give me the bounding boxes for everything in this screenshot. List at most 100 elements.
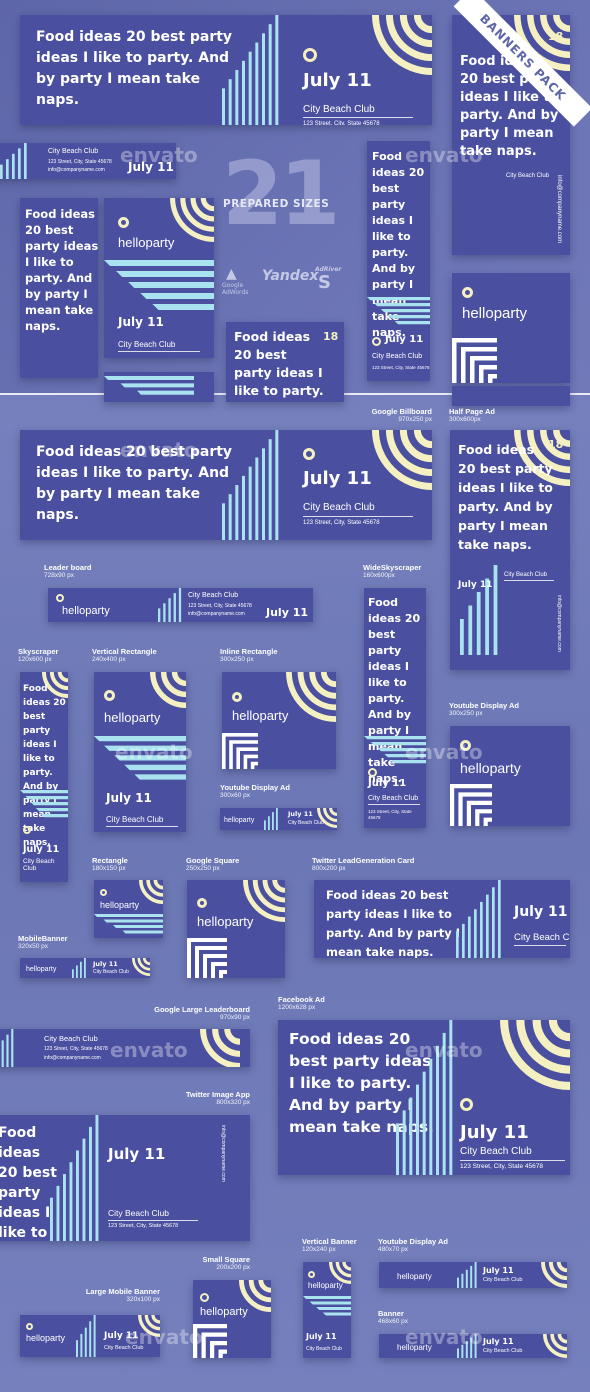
stripe-bars-graphic (396, 1020, 453, 1175)
event-date: July 11 (385, 334, 424, 345)
brand-name: helloparty (100, 900, 140, 910)
venue-name: City Beach Club (303, 104, 375, 115)
leader-board-banner: helloparty City Beach Club 123 Street, C… (48, 588, 313, 622)
diagonal-stripes-graphic (303, 1296, 351, 1316)
size-label: Skyscraper 120x600 px (18, 647, 59, 663)
stripe-bars-graphic (0, 143, 27, 179)
venue-name: City Beach Club (303, 502, 375, 513)
venue-name: City Beach Club (306, 1346, 342, 1352)
diagonal-stripes-graphic (20, 790, 68, 818)
event-date: July 11 (303, 70, 372, 91)
concentric-arcs-graphic (500, 1020, 570, 1090)
divider-line (303, 516, 413, 517)
event-date: July 11 (118, 315, 164, 329)
venue-name: City Beach Club (106, 815, 164, 824)
event-date: July 11 (266, 606, 309, 619)
stripe-bars-graphic (264, 808, 278, 830)
concentric-arcs-graphic (138, 1315, 160, 1337)
venue-name: City Beach Club (368, 795, 419, 802)
circle-icon (460, 740, 471, 751)
venue-address: 123 Street, City, State 45678 (44, 1046, 108, 1052)
brand-name: helloparty (62, 605, 110, 617)
google-large-leaderboard-banner: City Beach Club 123 Street, City, State … (0, 1029, 250, 1067)
rectangle-banner: helloparty (94, 880, 163, 938)
twitter-image-app-banner: Food ideas 20 best party ideas I like to… (0, 1115, 250, 1241)
email: info@companyname.com (188, 611, 245, 617)
concentric-arcs-graphic (372, 15, 432, 75)
stripe-bars-graphic (460, 565, 498, 655)
size-label: Google Billboard 970x250 px (371, 407, 432, 423)
venue-name: City Beach Club (118, 340, 176, 349)
inline-rectangle-banner: helloparty (222, 672, 336, 769)
diagonal-stripes-graphic (104, 376, 194, 395)
email: info@companyname.com (48, 167, 105, 173)
size-label: Google Large Leaderboard 970x90 px (154, 1005, 250, 1021)
circle-icon (232, 692, 242, 702)
size-label: Youtube Display Ad 480x70 px (378, 1237, 449, 1253)
size-label: Facebook Ad 1200x628 px (278, 995, 325, 1011)
brand-name: helloparty (104, 710, 161, 725)
concentric-arcs-graphic (543, 1334, 567, 1358)
concentric-arcs-graphic (513, 430, 570, 487)
circle-icon (26, 1323, 33, 1330)
stripe-bars-graphic (222, 430, 279, 540)
size-label: Inline Rectangle 300x250 px (220, 647, 278, 663)
youtube-display-ad-wide-banner: helloparty July 11 City Beach Club (379, 1262, 567, 1288)
circle-icon (368, 768, 377, 777)
event-date: July 11 (483, 1266, 514, 1275)
corner-stripes-graphic (193, 1324, 227, 1358)
circle-icon (104, 690, 115, 701)
headline: Food ideas 20 best party ideas I like to… (23, 684, 66, 848)
venue-address: 123 Street, City, State 45678 (303, 520, 380, 526)
stripe-bars-graphic (1, 1029, 14, 1067)
divider-line (368, 804, 420, 805)
size-label: Leader board 728x90 px (44, 563, 92, 579)
size-label: Vertical Banner 120x240 px (302, 1237, 357, 1253)
email-vertical: info@companyname.com (556, 595, 562, 652)
envato-watermark: envato (405, 1325, 483, 1349)
headline: Food ideas 20 best party ideas I like to… (368, 596, 421, 785)
envato-watermark: envato (405, 143, 483, 167)
stripe-bars-graphic (50, 1115, 99, 1241)
divider-line (106, 826, 178, 827)
venue-name: City Beach Club (288, 820, 324, 826)
concentric-arcs-graphic (541, 1262, 567, 1288)
circle-icon (197, 898, 207, 908)
envato-watermark: envato (110, 1038, 188, 1062)
vertical-rectangle-banner: helloparty July 11 City Beach Club (94, 672, 186, 832)
stripe-bars-graphic (456, 880, 501, 958)
divider-line (108, 1220, 198, 1221)
size-label: Rectangle 180x150 px (92, 856, 128, 872)
concentric-arcs-graphic (132, 958, 150, 977)
adriver-label: AdRiver (315, 266, 342, 273)
size-label: Small Square 200x200 px (202, 1255, 250, 1271)
concentric-arcs-graphic (199, 1029, 241, 1067)
headline: Food ideas 20 best party ideas I like to… (289, 1030, 434, 1136)
size-label: WideSkyscraper 160x600px (363, 563, 422, 579)
yandex-logo: Yandex (262, 268, 319, 284)
collage-partial-banner (104, 372, 214, 402)
venue-address: 123 Street, City, State 45678 (372, 365, 430, 370)
brand-name: helloparty (397, 1272, 432, 1281)
adriver-logo: S (318, 272, 331, 293)
event-date: July 11 (368, 778, 407, 789)
circle-icon (462, 287, 473, 298)
large-mobile-banner: helloparty July 11 City Beach Club (20, 1315, 160, 1357)
event-date: July 11 (303, 468, 372, 489)
venue-name: City Beach Club (93, 969, 129, 975)
venue-address: 123 Street, City, State 45678 (108, 1223, 179, 1229)
event-date: July 11 (288, 810, 313, 818)
brand-name: helloparty (26, 966, 57, 973)
concentric-arcs-graphic (372, 430, 432, 490)
venue-name: City Beach Club (48, 148, 99, 155)
headline: Food ideas 20 best party ideas I like to… (0, 1125, 57, 1241)
circle-icon (372, 337, 381, 346)
size-label: Half Page Ad 300x600px (449, 407, 495, 423)
collage-wide-skyscraper-banner: Food ideas 20 best party ideas I like to… (367, 141, 430, 381)
corner-stripes-graphic (450, 784, 492, 826)
envato-watermark: envato (125, 1325, 203, 1349)
brand-name: helloparty (460, 760, 521, 776)
divider-line (514, 945, 566, 946)
age-badge: 18 (548, 438, 564, 451)
